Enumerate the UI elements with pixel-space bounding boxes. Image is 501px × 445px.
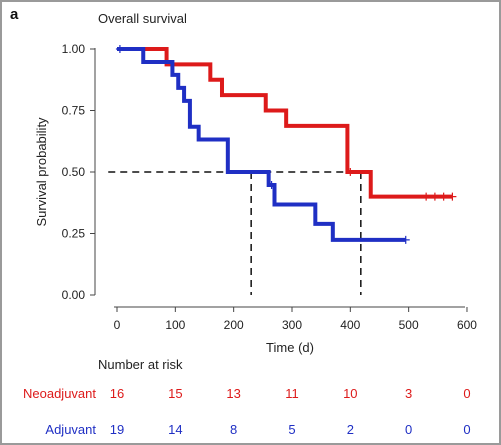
y-tick-label: 1.00 [62,42,86,56]
x-tick-label: 200 [224,318,244,332]
risk-count: 14 [168,422,183,437]
risk-count: 11 [285,386,299,401]
x-tick-label: 600 [457,318,477,332]
neoadjuvant-censor-mark [439,192,448,201]
neoadjuvant-censor-mark [448,192,457,201]
risk-count: 19 [109,422,125,437]
tick-group: 0 100 200 300 400 500 600 0.00 0.25 0.50 0.75 1.00 [62,42,478,332]
risk-count: 13 [226,386,241,401]
y-axis-title: Survival probability [34,117,49,227]
neoadjuvant-censor-mark [430,192,439,201]
risk-count: 2 [346,422,354,437]
risk-row-label: Adjuvant [45,422,96,437]
y-tick-label: 0.25 [62,227,86,241]
risk-count: 0 [405,422,413,437]
x-tick-label: 0 [114,318,121,332]
adjuvant-censor-mark [401,235,410,244]
x-tick-label: 300 [282,318,302,332]
y-tick-label: 0.75 [62,104,86,118]
risk-count: 16 [109,386,125,401]
risk-count: 0 [463,422,471,437]
series-group [115,45,457,244]
risk-count: 0 [463,386,471,401]
risk-count: 5 [288,422,296,437]
panel-letter: a [10,6,19,23]
neoadjuvant-censor-mark [422,192,431,201]
neoadjuvant-censor-mark [346,168,355,176]
y-tick-label: 0.50 [62,165,86,179]
neoadjuvant-curve [117,47,453,199]
risk-table-title: Number at risk [98,357,183,372]
chart-title: Overall survival [98,11,187,26]
risk-count: 8 [230,422,238,437]
adjuvant-censor-mark [115,45,124,53]
x-tick-label: 100 [165,318,185,332]
x-axis-title: Time (d) [266,340,314,355]
median-guides [108,171,362,295]
x-tick-label: 400 [340,318,360,332]
risk-row-label: Neoadjuvant [23,386,96,401]
y-tick-label: 0.00 [62,288,86,302]
risk-count: 3 [405,386,413,401]
adjuvant-curve [117,47,406,242]
risk-count: 15 [168,386,183,401]
axes [94,48,465,308]
x-tick-label: 500 [399,318,419,332]
risk-count: 10 [343,386,358,401]
adjuvant-censor-mark [267,181,276,190]
